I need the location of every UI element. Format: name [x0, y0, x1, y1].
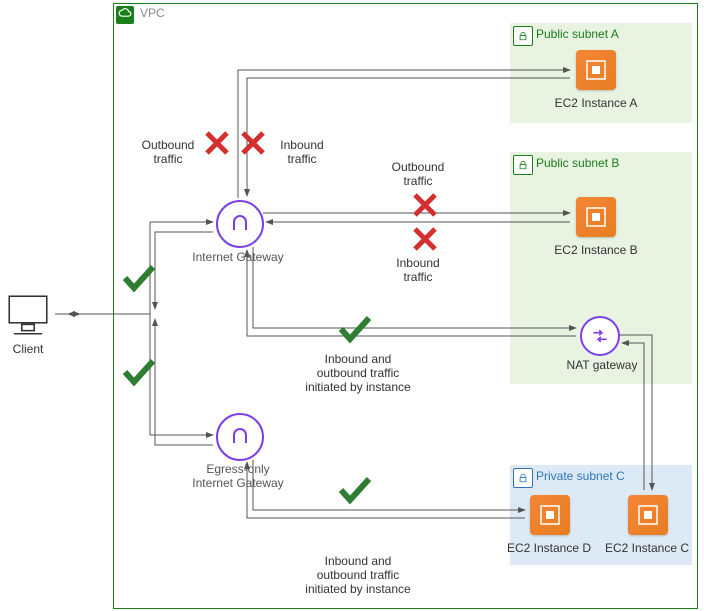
ec2-instance-b-label: EC2 Instance B — [541, 243, 651, 257]
nat-gateway-label: NAT gateway — [557, 358, 647, 372]
traffic-desc-2: Inbound andoutbound trafficinitiated by … — [298, 554, 418, 596]
lock-icon — [513, 155, 533, 175]
lock-icon — [513, 468, 533, 488]
internet-gateway-label: Internet Gateway — [188, 250, 288, 264]
check-icon — [122, 357, 156, 387]
subnet-label: Private subnet C — [536, 469, 625, 483]
subnet-label: Public subnet A — [536, 27, 619, 41]
x-icon — [240, 130, 266, 156]
check-icon — [338, 475, 372, 505]
inbound-traffic-label-1: Inboundtraffic — [272, 138, 332, 166]
ec2-instance-d-label: EC2 Instance D — [494, 541, 604, 555]
outbound-traffic-label-2: Outboundtraffic — [388, 160, 448, 188]
vpc-label: VPC — [140, 6, 165, 20]
ec2-instance-c-label: EC2 Instance C — [592, 541, 702, 555]
x-icon — [412, 226, 438, 252]
nat-gateway-icon — [580, 316, 620, 356]
client-label: Client — [8, 342, 48, 356]
client-icon — [3, 290, 53, 343]
inbound-traffic-label-2: Inboundtraffic — [388, 256, 448, 284]
x-icon — [412, 192, 438, 218]
outbound-traffic-label-1: Outboundtraffic — [138, 138, 198, 166]
ec2-instance-c-icon — [628, 495, 668, 535]
egress-gateway-label: Egress-only Internet Gateway — [183, 462, 293, 490]
check-icon — [338, 314, 372, 344]
ec2-instance-d-icon — [530, 495, 570, 535]
traffic-desc-1: Inbound andoutbound trafficinitiated by … — [298, 352, 418, 394]
ec2-instance-b-icon — [576, 197, 616, 237]
ec2-instance-a-label: EC2 Instance A — [541, 96, 651, 110]
subnet-label: Public subnet B — [536, 156, 619, 170]
internet-gateway-icon — [216, 200, 264, 248]
diagram-canvas: VPC Public subnet A Public subnet B Priv… — [0, 0, 704, 611]
egress-gateway-icon — [216, 413, 264, 461]
x-icon — [204, 130, 230, 156]
vpc-icon — [116, 6, 134, 24]
lock-icon — [513, 26, 533, 46]
ec2-instance-a-icon — [576, 50, 616, 90]
check-icon — [122, 263, 156, 293]
